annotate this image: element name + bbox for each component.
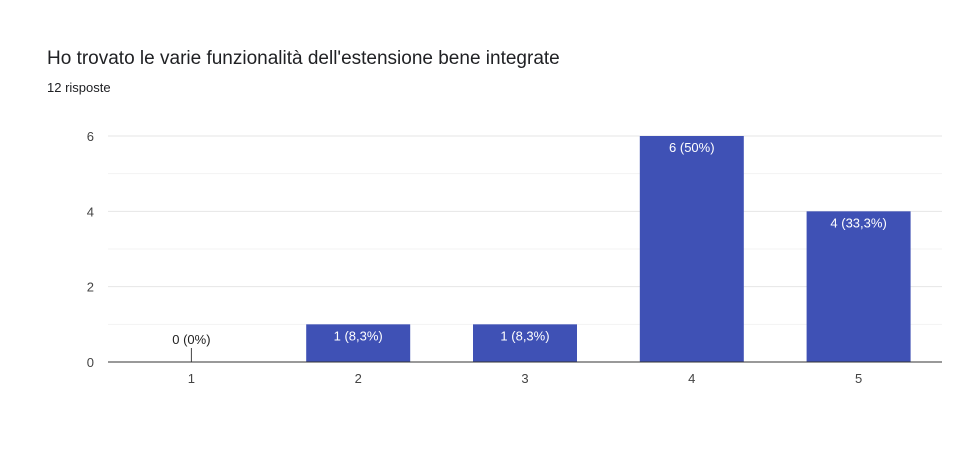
bar-5 bbox=[806, 211, 911, 362]
y-axis-ticks: 0 2 4 6 bbox=[87, 129, 94, 370]
y-tick-label: 2 bbox=[87, 280, 94, 295]
bar-2 bbox=[306, 324, 411, 362]
x-tick-label: 4 bbox=[688, 371, 695, 386]
x-tick-label: 1 bbox=[188, 371, 195, 386]
bar-3 bbox=[473, 324, 577, 362]
bar-data-label: 6 (50%) bbox=[669, 140, 715, 155]
x-axis-ticks: 1 2 3 4 5 bbox=[188, 371, 862, 386]
y-tick-label: 4 bbox=[87, 204, 94, 219]
y-tick-label: 6 bbox=[87, 129, 94, 144]
x-tick-label: 2 bbox=[355, 371, 362, 386]
bar-data-label: 0 (0%) bbox=[172, 332, 210, 347]
bar-data-label: 1 (8,3%) bbox=[500, 328, 549, 343]
response-count: 12 risposte bbox=[47, 80, 111, 95]
x-tick-label: 3 bbox=[521, 371, 528, 386]
bar-4 bbox=[639, 136, 744, 362]
y-tick-label: 0 bbox=[87, 355, 94, 370]
bar-data-label: 4 (33,3%) bbox=[830, 215, 886, 230]
chart-title: Ho trovato le varie funzionalità dell'es… bbox=[47, 48, 560, 69]
bars bbox=[190, 136, 911, 362]
x-tick-label: 5 bbox=[855, 371, 862, 386]
bar-data-label: 1 (8,3%) bbox=[334, 328, 383, 343]
bar-data-labels: 0 (0%) 1 (8,3%) 1 (8,3%) 6 (50%) 4 (33,3%) bbox=[172, 140, 887, 347]
